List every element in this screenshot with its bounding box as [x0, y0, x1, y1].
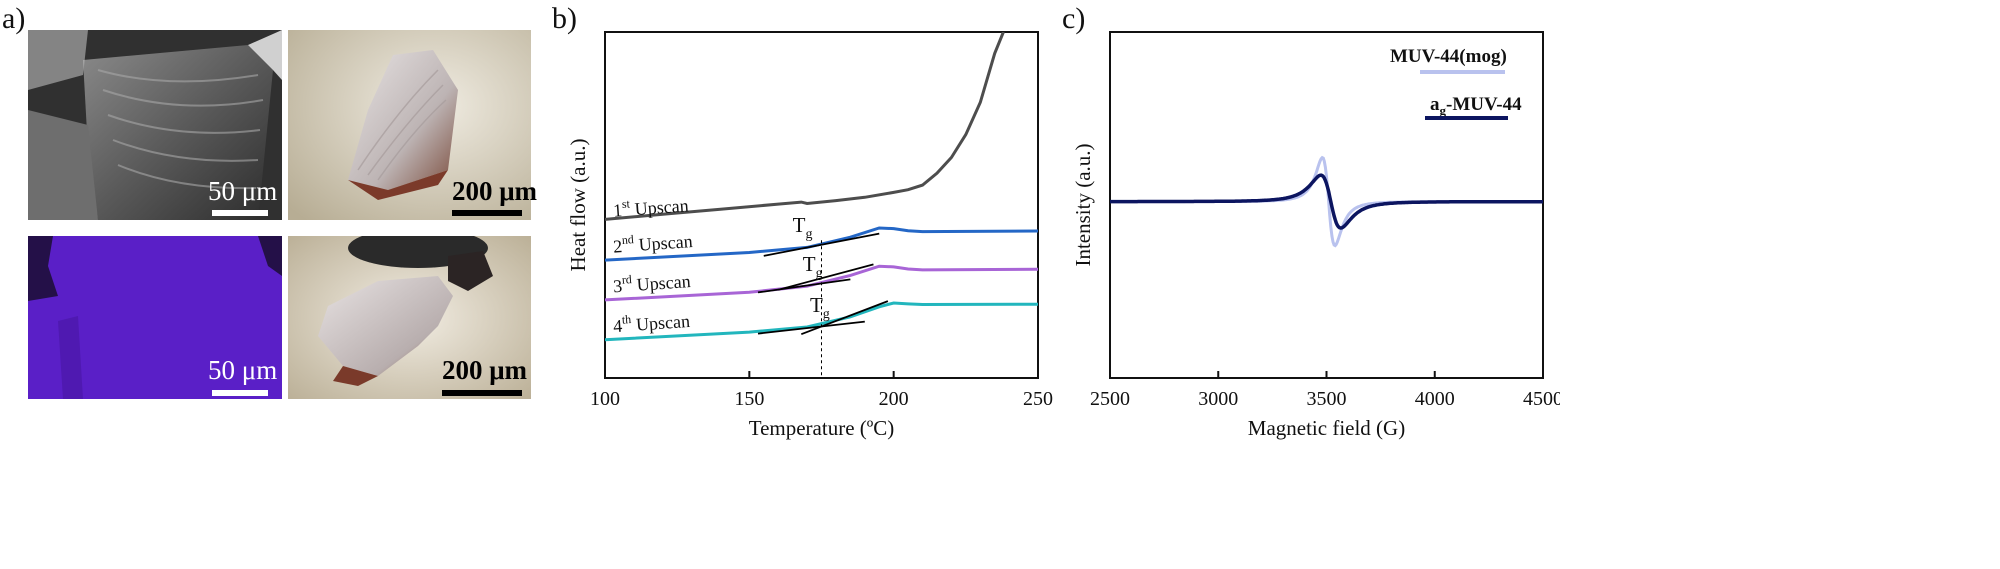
x-tick-label: 150 — [734, 388, 764, 410]
optical-image-2 — [288, 236, 531, 399]
plot-frame — [604, 31, 1039, 379]
sem-image — [28, 30, 282, 220]
series-line-upscan-4 — [605, 301, 1038, 342]
optical-1-scale-label: 200 μm — [452, 176, 538, 206]
x-axis-label: Temperature (ºC) — [749, 416, 895, 440]
optical-1-scale-bar — [452, 210, 522, 216]
x-tick-label: 4500 — [1523, 388, 1560, 410]
series-label-upscan-2: 2nd Upscan — [612, 228, 693, 256]
series-line-ag — [1110, 173, 1543, 230]
edx-map-image — [28, 236, 282, 399]
x-tick-label: 3500 — [1307, 388, 1347, 410]
dsc-chart: Tg Tg Tg 1st Upscan 2nd Upscan 3rd Upscan 4th … — [566, 31, 1053, 440]
tangent-line — [763, 232, 880, 257]
series-line-upscan-2 — [605, 226, 1038, 262]
series-line-upscan-1 — [605, 32, 1005, 221]
tg-annotation: Tg — [793, 213, 813, 242]
panel-label-a: a) — [2, 2, 26, 35]
edx-scale-bar — [212, 390, 268, 396]
x-axis-label: Magnetic field (G) — [1248, 416, 1405, 440]
legend-label-ag: ag-MUV-44 — [1430, 94, 1522, 118]
x-tick-label: 2500 — [1090, 388, 1130, 410]
plot-frame — [1109, 31, 1544, 379]
panel-label-c: c) — [1062, 2, 1086, 35]
x-tick-label: 4000 — [1415, 388, 1455, 410]
edx-scale-label: 50 μm — [208, 355, 278, 385]
x-tick-label: 200 — [879, 388, 909, 410]
legend-label-mog: MUV-44(mog) — [1390, 46, 1507, 67]
y-axis-label: Heat flow (a.u.) — [566, 139, 590, 272]
optical-2-scale-label: 200 μm — [442, 355, 528, 385]
tangent-line — [757, 278, 851, 294]
series-label-upscan-3: 3rd Upscan — [612, 268, 691, 296]
series-label-upscan-4: 4th Upscan — [612, 308, 690, 336]
tg-annotation: Tg — [803, 252, 823, 281]
tangent-line — [800, 300, 889, 336]
optical-image-1 — [288, 30, 531, 220]
y-axis-label: Intensity (a.u.) — [1071, 143, 1095, 266]
sem-scale-bar — [212, 210, 268, 216]
sem-scale-label: 50 μm — [208, 176, 278, 206]
epr-chart: MUV-44(mog) ag-MUV-44 2500 3000 3500 4000 4500… — [1071, 31, 1560, 440]
tangent-line — [757, 320, 865, 335]
panel-label-b: b) — [552, 2, 577, 35]
x-tick-label: 3000 — [1198, 388, 1238, 410]
tg-annotation: Tg — [810, 293, 830, 322]
x-tick-label: 250 — [1023, 388, 1053, 410]
series-label-upscan-1: 1st Upscan — [612, 192, 689, 220]
x-tick-label: 100 — [590, 388, 620, 410]
tangent-line — [777, 263, 874, 291]
optical-2-scale-bar — [442, 390, 522, 396]
